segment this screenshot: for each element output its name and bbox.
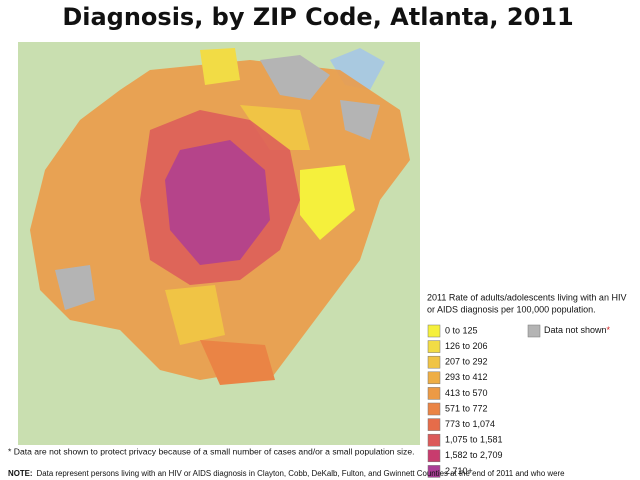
region-gray [55,265,95,310]
legend-swatch [427,387,441,400]
legend-label: 207 to 292 [445,357,488,367]
legend-swatch [427,340,441,353]
legend-swatch [427,371,441,385]
region-yellow [240,105,310,150]
region-gray [260,55,330,100]
title: Diagnosis, by ZIP Code, Atlanta, 2011 [62,3,573,31]
legend-label: 773 to 1,074 [445,419,495,429]
legend-swatch [427,418,441,431]
note-text: Data represent persons living with an HI… [37,469,566,478]
legend-label: 571 to 772 [445,403,488,413]
region-yellow [165,285,225,345]
legend: 2011 Rate of adults/adolescents living w… [427,292,626,478]
legend-swatch [427,465,441,478]
region-core [165,140,270,265]
legend-label: 1,582 to 2,709 [445,450,503,460]
legend-swatch [427,402,441,416]
legend-label: 0 to 125 [445,325,478,335]
legend-label: 126 to 206 [445,341,488,351]
region-south [200,340,275,385]
legend-label: 293 to 412 [445,372,488,382]
legend-title: or AIDS diagnosis per 100,000 population… [427,304,596,314]
legend-label: Data not shown* [544,325,611,335]
legend-title: 2011 Rate of adults/adolescents living w… [427,292,626,302]
note-lead: NOTE: [8,469,33,478]
not-shown-mark: * [607,325,611,335]
legend-swatch [427,433,441,447]
legend-label: 1,075 to 1,581 [445,435,503,445]
note: NOTE: Data represent persons living with … [8,469,565,478]
legend-swatch [427,449,441,463]
legend-swatch [427,355,441,369]
legend-label: 2,710+ [445,466,473,476]
footnote: * Data are not shown to protect privacy … [8,446,415,456]
region-yellow [200,48,240,85]
region-yellow [300,165,355,240]
legend-swatch [527,324,541,338]
legend-swatch [427,324,441,338]
region-gray [340,100,380,140]
legend-label: 413 to 570 [445,388,488,398]
map [18,42,420,445]
not-shown-label: Data not shown [544,325,607,335]
